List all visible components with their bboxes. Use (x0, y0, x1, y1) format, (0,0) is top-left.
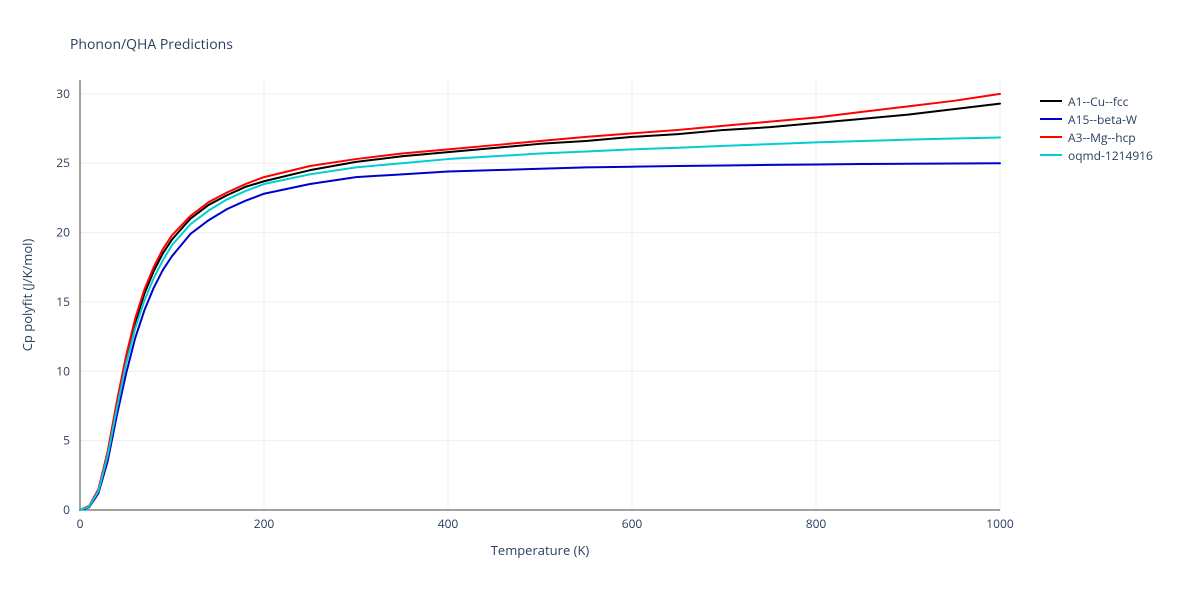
legend-label: oqmd-1214916 (1068, 147, 1153, 164)
legend-item[interactable]: oqmd-1214916 (1040, 146, 1153, 164)
y-tick-label: 30 (56, 85, 70, 102)
x-tick-label: 0 (77, 515, 84, 532)
y-tick-label: 0 (63, 501, 70, 518)
y-axis-label: Cp polyfit (J/K/mol) (18, 239, 36, 352)
y-tick-label: 15 (56, 293, 70, 310)
legend-item[interactable]: A15--beta-W (1040, 110, 1153, 128)
y-tick-label: 20 (56, 224, 70, 241)
x-axis-label: Temperature (K) (491, 541, 590, 559)
x-tick-label: 600 (622, 515, 643, 532)
x-tick-label: 800 (806, 515, 827, 532)
legend-item[interactable]: A3--Mg--hcp (1040, 128, 1153, 146)
chart-title: Phonon/QHA Predictions (70, 35, 233, 54)
chart-container: Phonon/QHA Predictions 02004006008001000… (0, 0, 1200, 600)
legend-label: A15--beta-W (1068, 111, 1137, 128)
legend-label: A1--Cu--fcc (1068, 93, 1128, 110)
x-tick-label: 400 (438, 515, 459, 532)
x-tick-label: 200 (254, 515, 275, 532)
legend-item[interactable]: A1--Cu--fcc (1040, 92, 1153, 110)
legend-swatch (1040, 136, 1062, 138)
legend-swatch (1040, 118, 1062, 120)
legend-swatch (1040, 100, 1062, 102)
y-tick-label: 5 (63, 432, 70, 449)
legend-swatch (1040, 154, 1062, 156)
y-tick-label: 25 (56, 154, 70, 171)
y-tick-label: 10 (56, 362, 70, 379)
x-tick-label: 1000 (986, 515, 1014, 532)
plot-svg: 0 200 400 600 800 1000 0 5 10 15 20 25 30 Temperature… (0, 0, 1200, 600)
legend: A1--Cu--fccA15--beta-WA3--Mg--hcpoqmd-12… (1040, 92, 1153, 164)
legend-label: A3--Mg--hcp (1068, 129, 1136, 146)
